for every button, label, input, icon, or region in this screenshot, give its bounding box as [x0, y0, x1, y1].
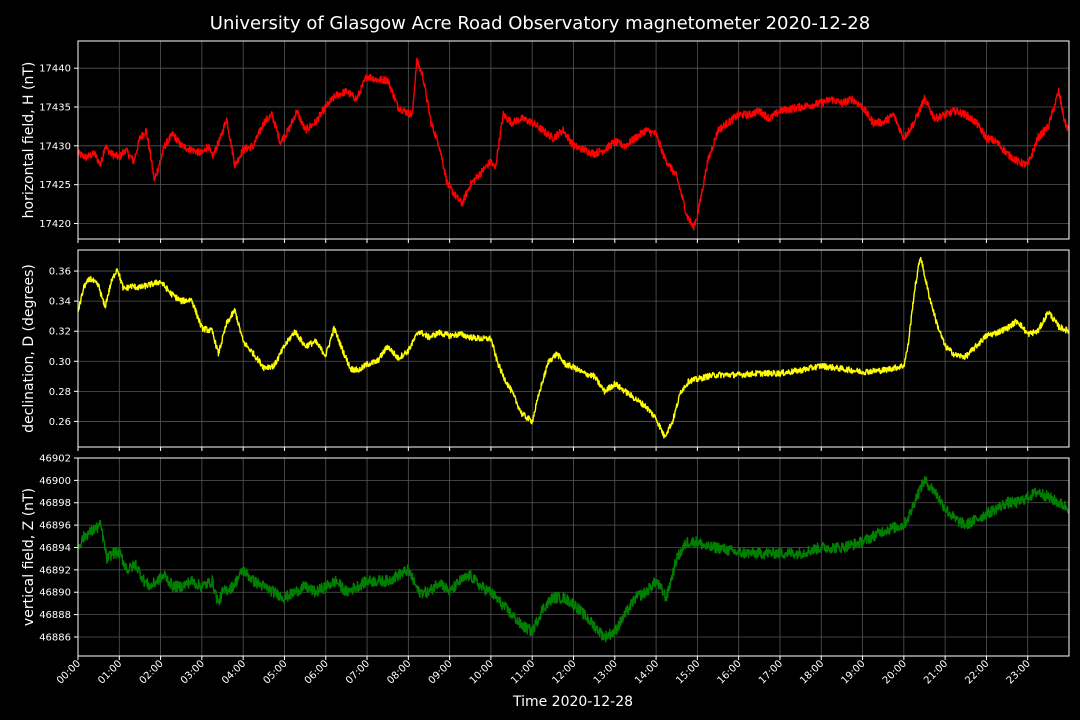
y-tick-label: 0.28 [49, 387, 71, 398]
y-tick-label: 46900 [39, 476, 71, 487]
y-tick-label: 46888 [39, 610, 71, 621]
y-tick-label: 17430 [39, 141, 71, 152]
y-tick-label: 46894 [39, 543, 71, 554]
y-tick-label: 0.30 [49, 357, 71, 368]
panel-frame [77, 457, 1070, 657]
y-axis-label: declination, D (degrees) [21, 264, 37, 433]
y-tick-label: 17420 [39, 219, 71, 230]
y-tick-label: 0.36 [49, 267, 71, 278]
y-tick-label: 0.34 [49, 297, 71, 308]
y-tick-label: 17425 [39, 180, 71, 191]
y-tick-label: 46902 [39, 454, 71, 465]
y-tick-label: 0.26 [49, 417, 71, 428]
y-tick-label: 46898 [39, 498, 71, 509]
y-tick-label: 46890 [39, 588, 71, 599]
y-tick-label: 46886 [39, 632, 71, 643]
panel-3: 46886 46888 46890 46892 46894 46896 46898 46900… [21, 454, 1070, 660]
panel-frame [77, 249, 1070, 448]
x-axis-label: Time 2020-12-28 [512, 694, 633, 710]
y-axis-label: horizontal field, H (nT) [21, 62, 37, 219]
series-line-1 [78, 57, 1069, 231]
y-axis-label: vertical field, Z (nT) [21, 488, 37, 626]
y-tick-label: 17435 [39, 103, 71, 114]
y-tick-label: 46896 [39, 521, 71, 532]
series-line-3 [78, 476, 1069, 643]
series-line-2 [78, 256, 1069, 439]
panel-2: 0.26 0.28 0.30 0.32 0.34 0.36 declination, D (… [21, 249, 1070, 451]
y-tick-label: 46892 [39, 565, 71, 576]
chart-title: University of Glasgow Acre Road Observat… [210, 13, 870, 34]
y-tick-label: 0.32 [49, 327, 71, 338]
panel-frame [77, 40, 1070, 240]
y-tick-label: 17440 [39, 64, 71, 75]
